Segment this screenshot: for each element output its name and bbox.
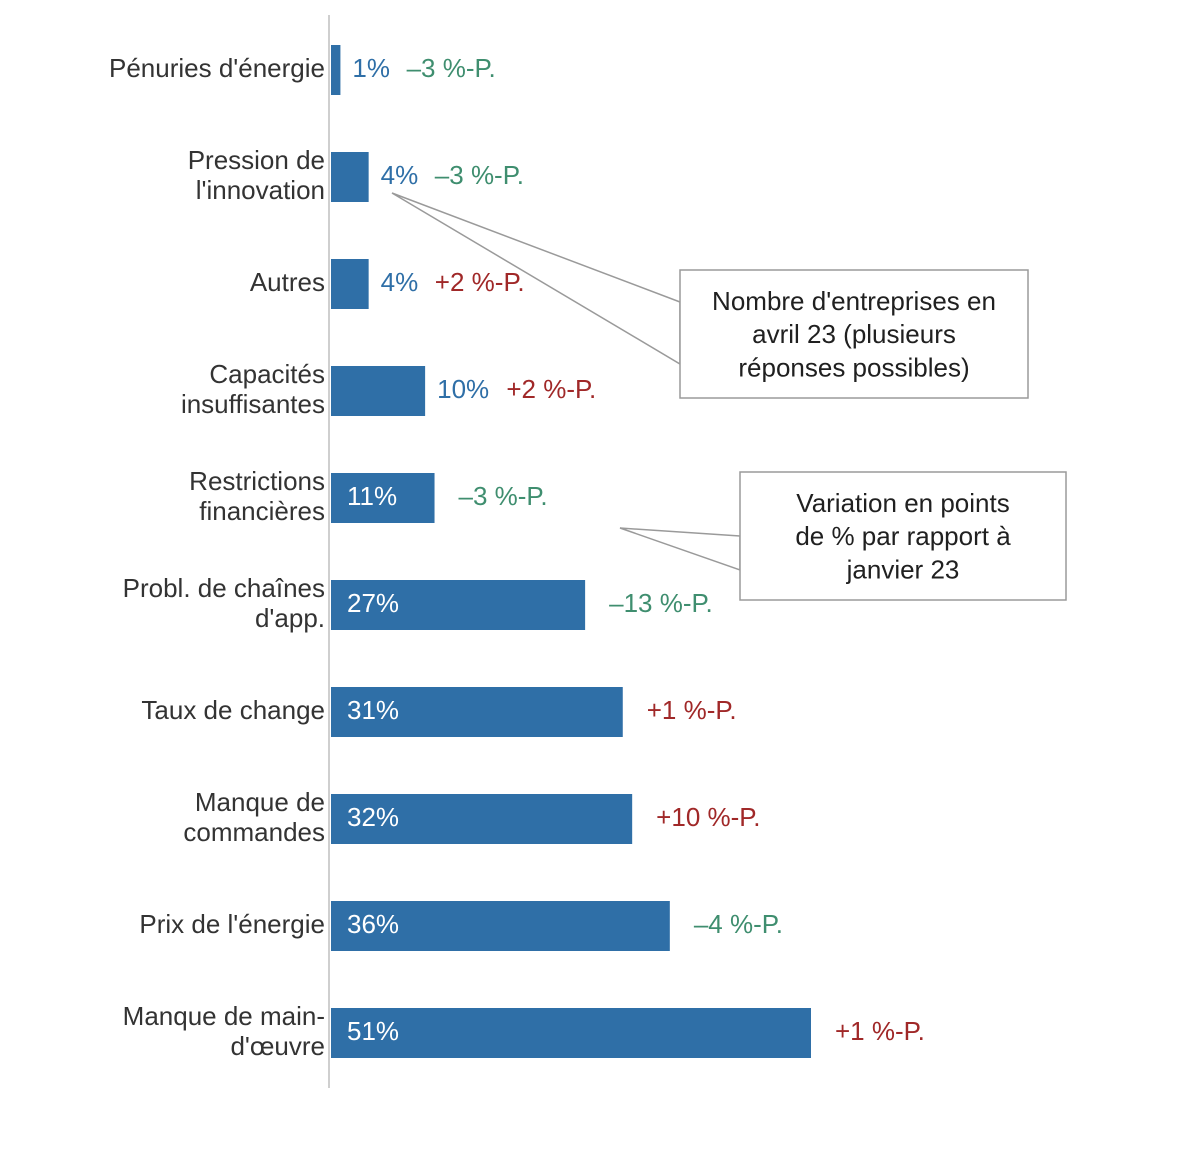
- delta-label: +2 %-P.: [506, 374, 596, 404]
- delta-label: –13 %-P.: [609, 588, 713, 618]
- bar-row: Probl. de chaînesd'app. 27% –13 %-P.: [123, 573, 713, 633]
- value-label: 32%: [347, 802, 399, 832]
- chart-svg: Pénuries d'énergie1%–3 %-P.Pression del'…: [0, 0, 1200, 1158]
- bar-row: Capacitésinsuffisantes 10% +2 %-P.: [181, 359, 596, 419]
- delta-label: +10 %-P.: [656, 802, 760, 832]
- category-label: Prix de l'énergie: [139, 909, 325, 939]
- callout-variation: Variation en pointsde % par rapport àjan…: [620, 472, 1066, 600]
- bar-row: Autres 4% +2 %-P.: [250, 259, 525, 309]
- category-label: Pression de: [188, 145, 325, 175]
- bar-chart: Pénuries d'énergie1%–3 %-P.Pression del'…: [0, 0, 1200, 1158]
- bar: [331, 152, 369, 202]
- bar-row: Pression del'innovation 4% –3 %-P.: [188, 145, 524, 205]
- bar: [331, 366, 425, 416]
- delta-label: +2 %-P.: [435, 267, 525, 297]
- delta-label: +1 %-P.: [835, 1016, 925, 1046]
- value-label: 10%: [437, 374, 489, 404]
- callout-text: janvier 23: [846, 554, 960, 584]
- callout-text: avril 23 (plusieurs: [752, 319, 956, 349]
- category-label: insuffisantes: [181, 389, 325, 419]
- bar: [331, 45, 340, 95]
- bar-row: Manque de main-d'œuvre 51% +1 %-P.: [123, 1001, 925, 1061]
- value-label: 51%: [347, 1016, 399, 1046]
- callout-text: Variation en points: [796, 488, 1009, 518]
- callout-text: de % par rapport à: [795, 521, 1011, 551]
- callout-text: réponses possibles): [738, 352, 969, 382]
- bar: [331, 1008, 811, 1058]
- value-label: 31%: [347, 695, 399, 725]
- delta-label: –4 %-P.: [694, 909, 783, 939]
- category-label: d'app.: [255, 603, 325, 633]
- bar-row: Pénuries d'énergie 1% –3 %-P.: [109, 45, 496, 95]
- delta-label: –3 %-P.: [435, 160, 524, 190]
- value-label: 11%: [347, 481, 397, 511]
- category-label: Pénuries d'énergie: [109, 53, 325, 83]
- value-label: 4%: [381, 267, 419, 297]
- bar-row: Restrictionsfinancières 11% –3 %-P.: [189, 466, 547, 526]
- category-label: Manque de main-: [123, 1001, 325, 1031]
- category-label: commandes: [183, 817, 325, 847]
- category-label: Manque de: [195, 787, 325, 817]
- callout-pointer: [620, 528, 740, 570]
- category-label: Probl. de chaînes: [123, 573, 325, 603]
- delta-label: –3 %-P.: [459, 481, 548, 511]
- delta-label: +1 %-P.: [647, 695, 737, 725]
- category-label: Capacités: [209, 359, 325, 389]
- category-label: Restrictions: [189, 466, 325, 496]
- bar-row: Manque decommandes 32% +10 %-P.: [183, 787, 760, 847]
- value-label: 4%: [381, 160, 419, 190]
- value-label: 1%: [352, 53, 390, 83]
- category-label: Autres: [250, 267, 325, 297]
- bar-row: Taux de change 31% +1 %-P.: [141, 687, 736, 737]
- category-label: Taux de change: [141, 695, 325, 725]
- category-label: d'œuvre: [230, 1031, 325, 1061]
- value-label: 27%: [347, 588, 399, 618]
- value-label: 36%: [347, 909, 399, 939]
- callout-text: Nombre d'entreprises en: [712, 286, 996, 316]
- bar: [331, 259, 369, 309]
- category-label: financières: [199, 496, 325, 526]
- bar-row: Prix de l'énergie 36% –4 %-P.: [139, 901, 783, 951]
- category-label: l'innovation: [196, 175, 325, 205]
- delta-label: –3 %-P.: [407, 53, 496, 83]
